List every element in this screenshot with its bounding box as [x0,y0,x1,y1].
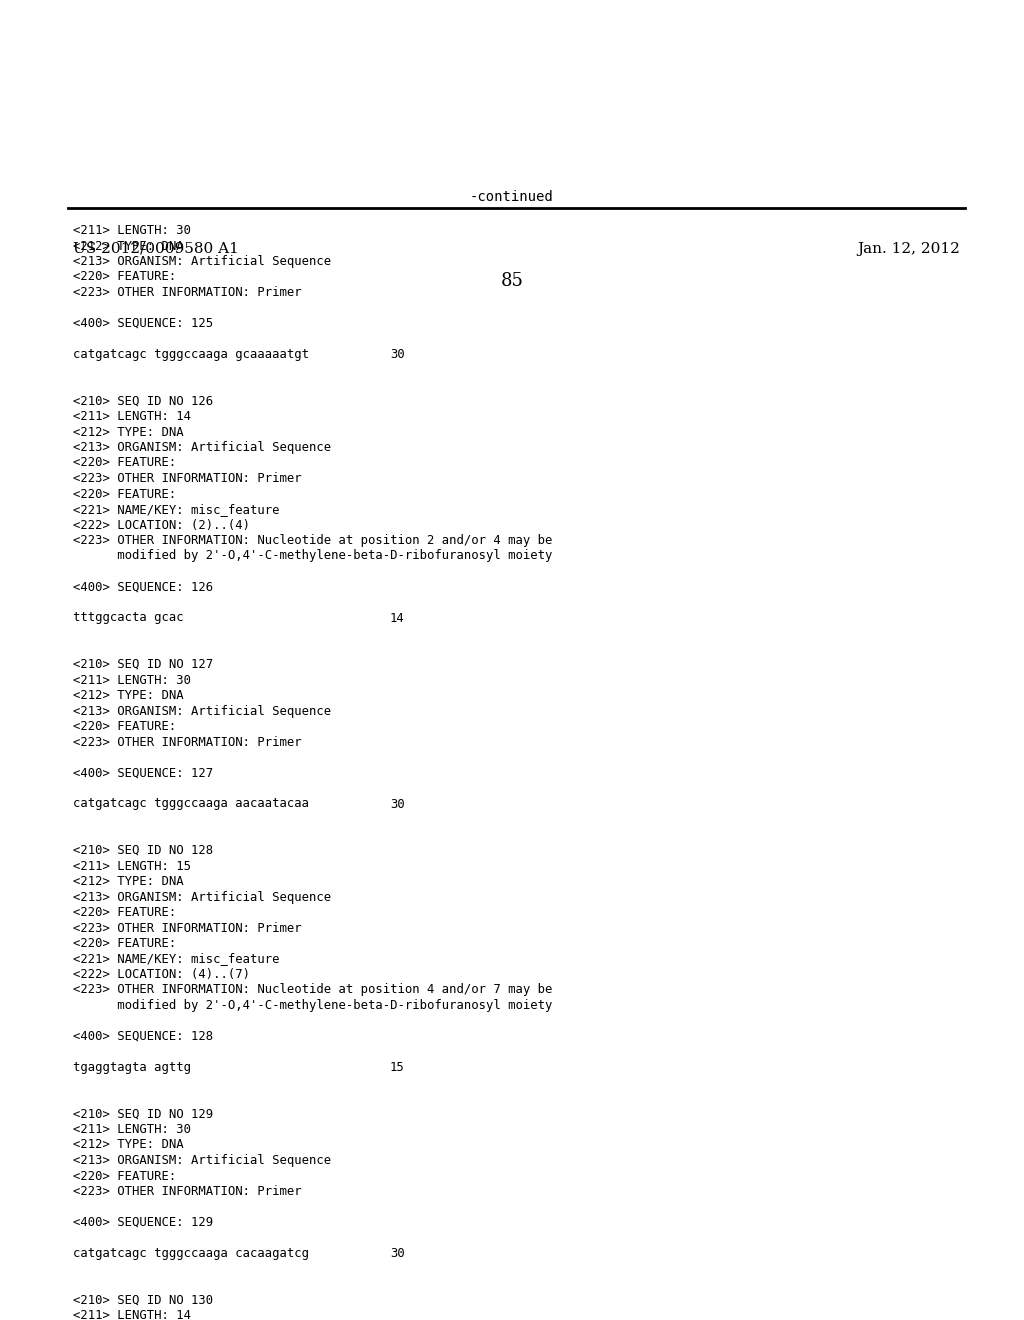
Text: <220> FEATURE:: <220> FEATURE: [73,906,176,919]
Text: <211> LENGTH: 30: <211> LENGTH: 30 [73,224,191,238]
Text: <213> ORGANISM: Artificial Sequence: <213> ORGANISM: Artificial Sequence [73,441,331,454]
Text: <213> ORGANISM: Artificial Sequence: <213> ORGANISM: Artificial Sequence [73,891,331,903]
Text: <400> SEQUENCE: 126: <400> SEQUENCE: 126 [73,581,213,594]
Text: <220> FEATURE:: <220> FEATURE: [73,271,176,284]
Text: <223> OTHER INFORMATION: Primer: <223> OTHER INFORMATION: Primer [73,473,302,484]
Text: <210> SEQ ID NO 126: <210> SEQ ID NO 126 [73,395,213,408]
Text: <212> TYPE: DNA: <212> TYPE: DNA [73,689,183,702]
Text: <212> TYPE: DNA: <212> TYPE: DNA [73,425,183,438]
Text: 30: 30 [390,1247,404,1261]
Text: <220> FEATURE:: <220> FEATURE: [73,719,176,733]
Text: <220> FEATURE:: <220> FEATURE: [73,487,176,500]
Text: catgatcagc tgggccaaga cacaagatcg: catgatcagc tgggccaaga cacaagatcg [73,1247,309,1261]
Text: <221> NAME/KEY: misc_feature: <221> NAME/KEY: misc_feature [73,503,280,516]
Text: <210> SEQ ID NO 127: <210> SEQ ID NO 127 [73,657,213,671]
Text: modified by 2'-O,4'-C-methylene-beta-D-ribofuranosyl moiety: modified by 2'-O,4'-C-methylene-beta-D-r… [73,999,552,1012]
Text: <220> FEATURE:: <220> FEATURE: [73,937,176,950]
Text: catgatcagc tgggccaaga gcaaaaatgt: catgatcagc tgggccaaga gcaaaaatgt [73,348,309,360]
Text: tttggcacta gcac: tttggcacta gcac [73,611,183,624]
Text: <400> SEQUENCE: 128: <400> SEQUENCE: 128 [73,1030,213,1043]
Text: <223> OTHER INFORMATION: Nucleotide at position 4 and/or 7 may be: <223> OTHER INFORMATION: Nucleotide at p… [73,983,552,997]
Text: <213> ORGANISM: Artificial Sequence: <213> ORGANISM: Artificial Sequence [73,1154,331,1167]
Text: -continued: -continued [470,190,554,205]
Text: <211> LENGTH: 14: <211> LENGTH: 14 [73,411,191,422]
Text: <222> LOCATION: (2)..(4): <222> LOCATION: (2)..(4) [73,519,250,532]
Text: <211> LENGTH: 14: <211> LENGTH: 14 [73,1309,191,1320]
Text: 30: 30 [390,348,404,360]
Text: 85: 85 [501,272,523,290]
Text: <223> OTHER INFORMATION: Primer: <223> OTHER INFORMATION: Primer [73,1185,302,1199]
Text: <223> OTHER INFORMATION: Nucleotide at position 2 and/or 4 may be: <223> OTHER INFORMATION: Nucleotide at p… [73,535,552,546]
Text: <223> OTHER INFORMATION: Primer: <223> OTHER INFORMATION: Primer [73,735,302,748]
Text: <211> LENGTH: 30: <211> LENGTH: 30 [73,673,191,686]
Text: <213> ORGANISM: Artificial Sequence: <213> ORGANISM: Artificial Sequence [73,705,331,718]
Text: catgatcagc tgggccaaga aacaatacaa: catgatcagc tgggccaaga aacaatacaa [73,797,309,810]
Text: 14: 14 [390,611,404,624]
Text: <400> SEQUENCE: 125: <400> SEQUENCE: 125 [73,317,213,330]
Text: US 2012/0009580 A1: US 2012/0009580 A1 [73,242,239,256]
Text: <220> FEATURE:: <220> FEATURE: [73,1170,176,1183]
Text: <222> LOCATION: (4)..(7): <222> LOCATION: (4)..(7) [73,968,250,981]
Text: <213> ORGANISM: Artificial Sequence: <213> ORGANISM: Artificial Sequence [73,255,331,268]
Text: <220> FEATURE:: <220> FEATURE: [73,457,176,470]
Text: <223> OTHER INFORMATION: Primer: <223> OTHER INFORMATION: Primer [73,921,302,935]
Text: modified by 2'-O,4'-C-methylene-beta-D-ribofuranosyl moiety: modified by 2'-O,4'-C-methylene-beta-D-r… [73,549,552,562]
Text: <212> TYPE: DNA: <212> TYPE: DNA [73,239,183,252]
Text: <211> LENGTH: 15: <211> LENGTH: 15 [73,859,191,873]
Text: <210> SEQ ID NO 128: <210> SEQ ID NO 128 [73,843,213,857]
Text: <210> SEQ ID NO 130: <210> SEQ ID NO 130 [73,1294,213,1307]
Text: <210> SEQ ID NO 129: <210> SEQ ID NO 129 [73,1107,213,1121]
Text: <212> TYPE: DNA: <212> TYPE: DNA [73,1138,183,1151]
Text: <223> OTHER INFORMATION: Primer: <223> OTHER INFORMATION: Primer [73,286,302,300]
Text: Jan. 12, 2012: Jan. 12, 2012 [857,242,961,256]
Text: <400> SEQUENCE: 129: <400> SEQUENCE: 129 [73,1216,213,1229]
Text: <221> NAME/KEY: misc_feature: <221> NAME/KEY: misc_feature [73,953,280,965]
Text: <400> SEQUENCE: 127: <400> SEQUENCE: 127 [73,767,213,780]
Text: 30: 30 [390,797,404,810]
Text: tgaggtagta agttg: tgaggtagta agttg [73,1061,191,1074]
Text: <211> LENGTH: 30: <211> LENGTH: 30 [73,1123,191,1137]
Text: 15: 15 [390,1061,404,1074]
Text: <212> TYPE: DNA: <212> TYPE: DNA [73,875,183,888]
